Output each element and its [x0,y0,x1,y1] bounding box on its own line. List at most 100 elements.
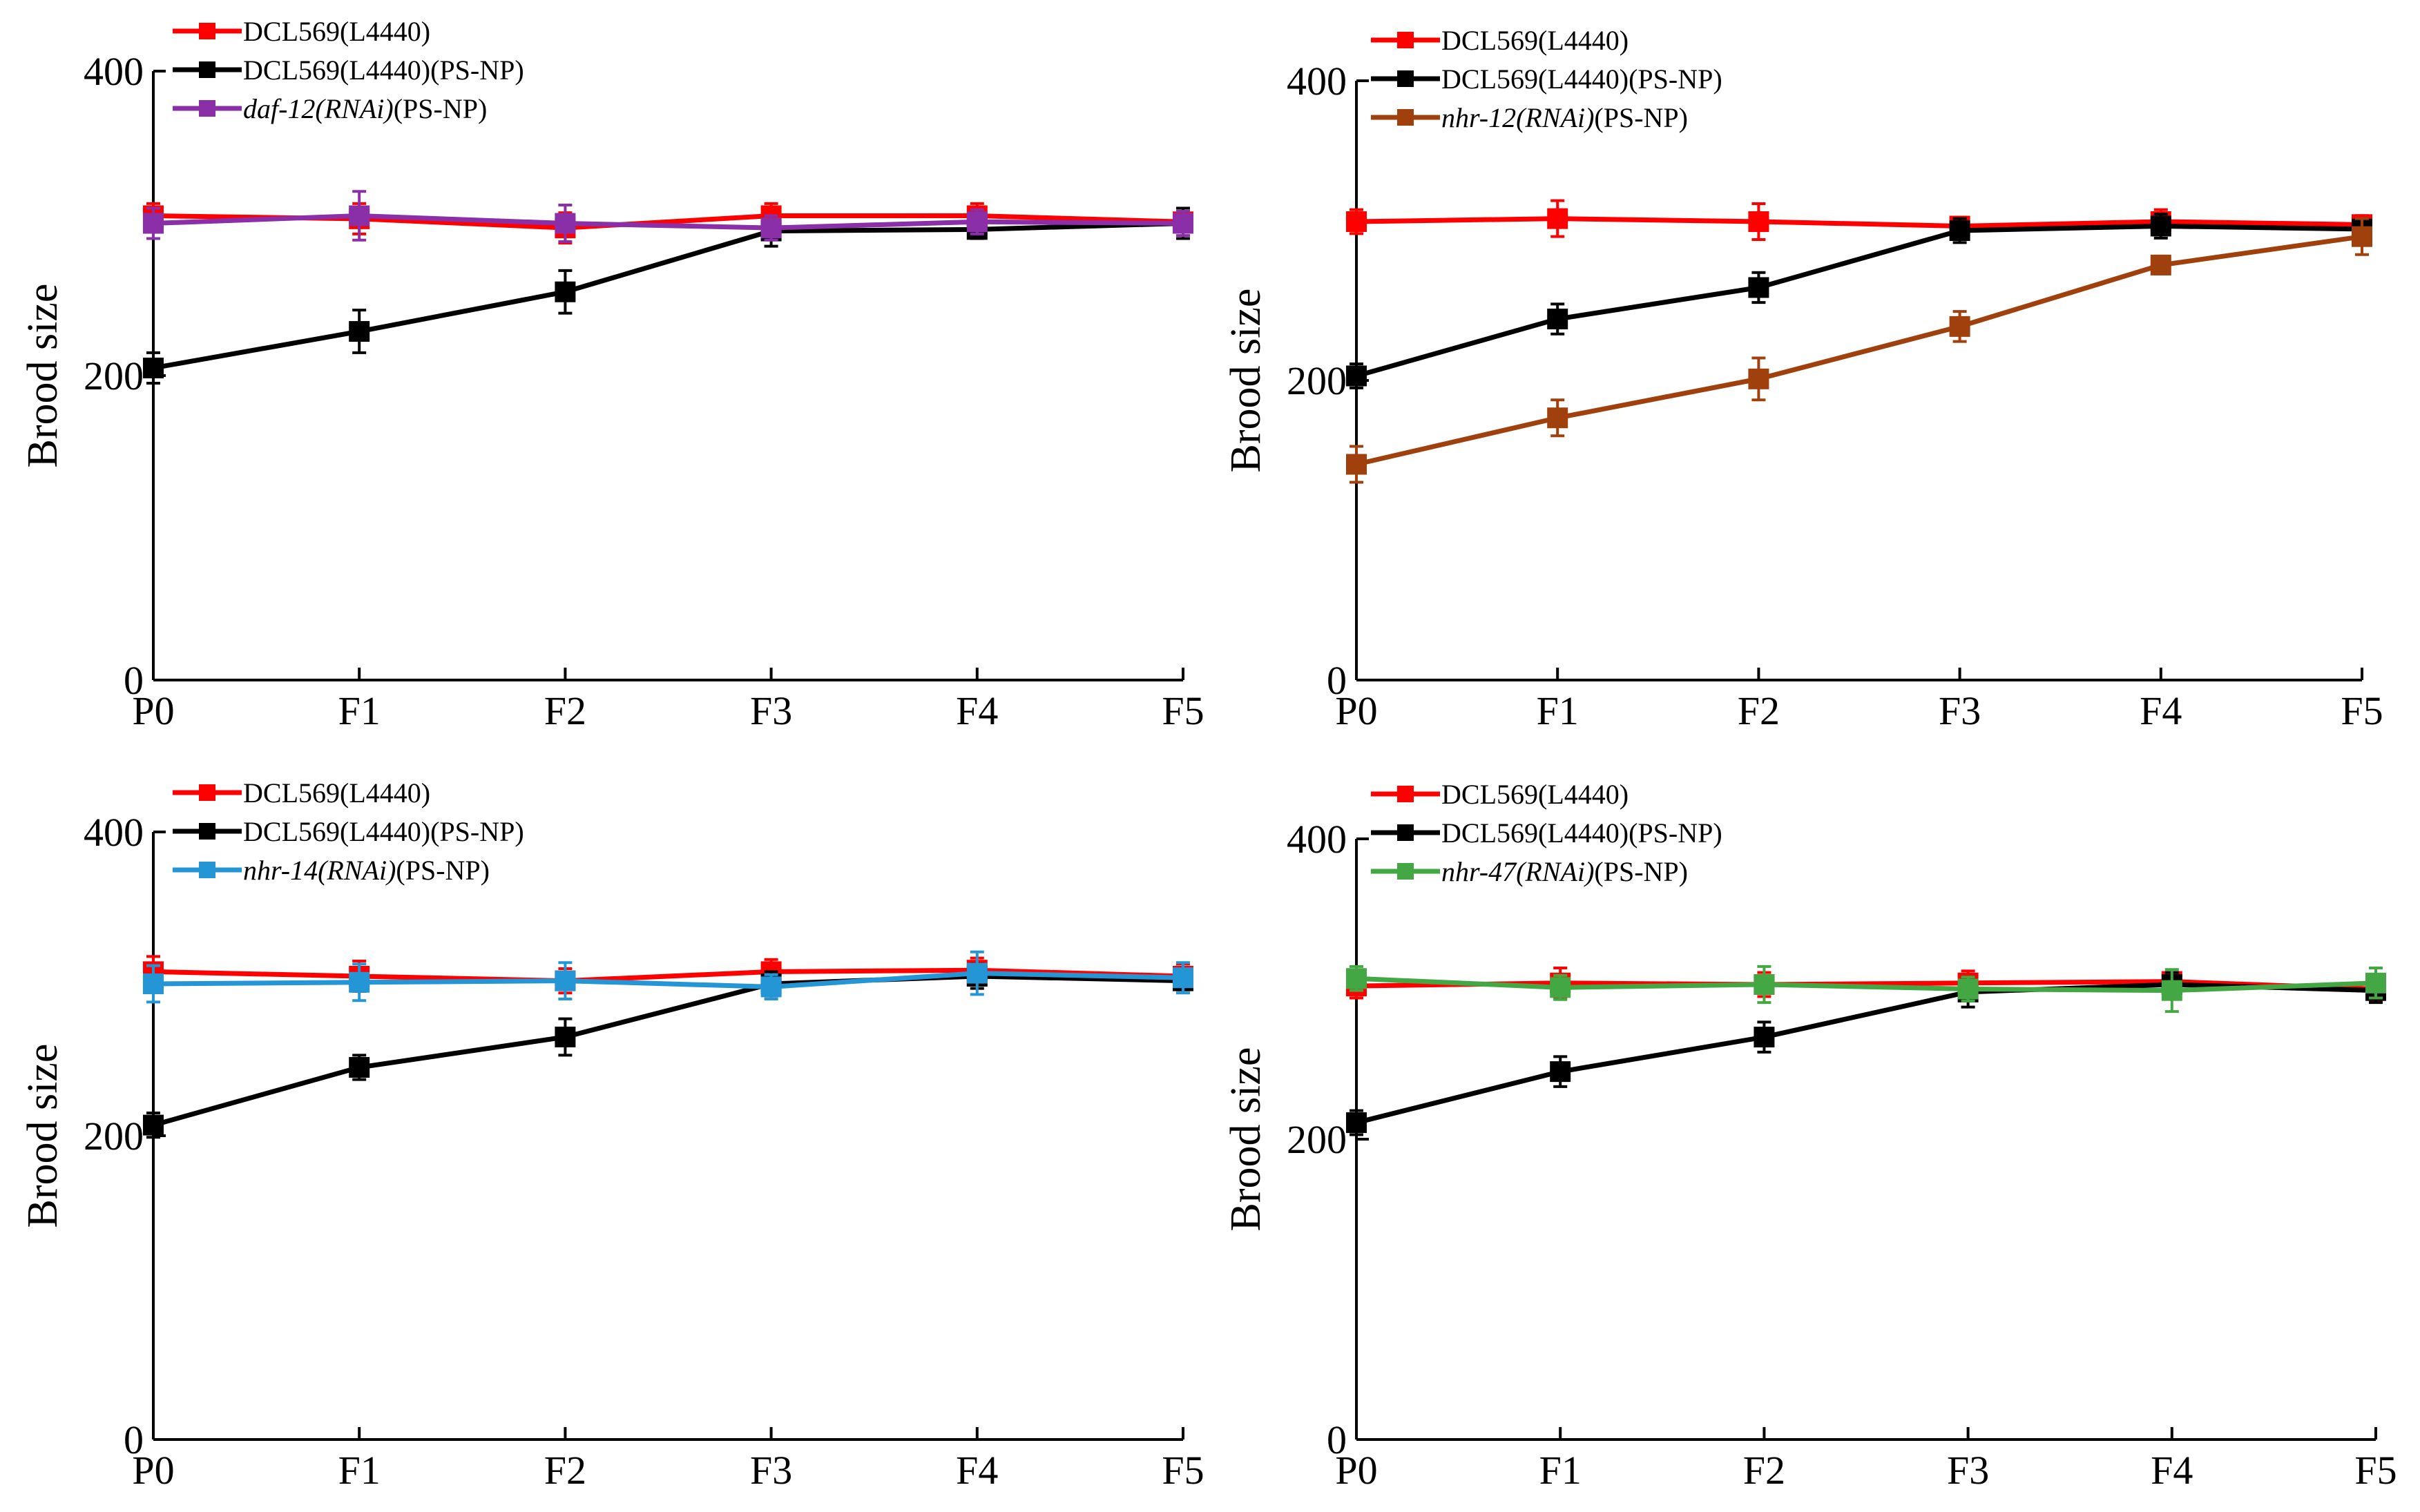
data-point [1346,211,1367,232]
x-tick-label: F1 [338,688,381,733]
data-point [143,973,164,994]
legend-label: DCL569(L4440)(PS-NP) [1441,817,1722,849]
y-tick-label: 400 [1287,817,1347,862]
series-line [153,967,1184,984]
legend-label: nhr-14(RNAi)(PS-NP) [243,855,490,886]
legend: DCL569(L4440) DCL569(L4440)(PS-NP) daf-12(… [173,16,524,124]
legend-label-text: DCL569(L4440)(PS-NP) [243,816,524,847]
data-point [1550,977,1571,998]
data-point [2150,254,2171,275]
x-tick-label: F1 [338,1448,381,1493]
legend-swatch-marker [1397,786,1414,802]
legend-label: DCL569(L4440) [1441,25,1629,56]
data-point [2365,972,2386,994]
data-point [760,976,782,998]
x-tick-label: F5 [2341,688,2383,733]
x-tick-label: F2 [544,688,586,733]
data-point [1547,208,1568,229]
x-tick-label: F4 [956,688,998,733]
legend-swatch-marker [1397,32,1414,48]
data-point [1754,973,1775,995]
data-point [555,970,576,991]
series-2 [143,962,1193,1139]
series-2 [143,206,1193,385]
legend: DCL569(L4440) DCL569(L4440)(PS-NP) nhr-14(… [173,777,524,886]
data-point [1346,365,1367,387]
x-tick-label: F3 [1947,1448,1989,1493]
y-tick-label: 200 [1287,1117,1347,1162]
y-tick-label: 400 [1287,59,1347,104]
y-tick-label: 200 [1287,358,1347,403]
series-line [153,213,1184,231]
data-point [143,357,164,378]
data-point [1949,316,1970,337]
legend-label-text: DCL569(L4440) [1441,25,1629,56]
y-tick-label: 200 [84,353,144,398]
legend-label: DCL569(L4440)(PS-NP) [243,816,524,847]
legend: DCL569(L4440) DCL569(L4440)(PS-NP) nhr-47(… [1371,779,1722,887]
legend-label-italic: nhr-12(RNAi) [1441,102,1594,133]
x-tick-label: F3 [1939,688,1981,733]
y-tick-label: 0 [124,1417,144,1462]
x-tick-label: F1 [1539,1448,1582,1493]
series-3 [143,950,1193,1004]
series-line [1356,234,2363,467]
legend-swatch-marker [1397,70,1414,87]
legend-swatch-marker [1397,109,1414,126]
data-point [555,213,576,234]
legend-swatch-marker [199,862,215,878]
series-2 [1346,213,2372,389]
y-tick-label: 0 [1327,1417,1347,1462]
data-point [966,962,988,984]
x-tick-label: F4 [2151,1448,2193,1493]
data-point [1346,454,1367,475]
legend-label-text: DCL569(L4440) [243,16,430,47]
series-2 [1346,971,2386,1136]
legend-label-text: (PS-NP) [1594,856,1688,887]
legend-item: DCL569(L4440) [173,16,430,47]
legend-label: DCL569(L4440) [243,777,430,808]
data-point [1748,211,1769,232]
x-tick-label: F5 [1162,1448,1204,1493]
legend-item: DCL569(L4440)(PS-NP) [1371,817,1722,849]
x-tick-label: F5 [2354,1448,2397,1493]
data-point [349,205,370,226]
legend-item: daf-12(RNAi)(PS-NP) [173,93,487,124]
y-tick-label: 400 [84,810,144,855]
legend-label-text: DCL569(L4440)(PS-NP) [1441,64,1722,95]
legend-item: nhr-47(RNAi)(PS-NP) [1371,856,1688,887]
legend-label: daf-12(RNAi)(PS-NP) [243,93,487,124]
x-tick-label: F2 [544,1448,586,1493]
legend-item: DCL569(L4440) [1371,779,1629,810]
data-point [760,217,782,239]
data-point [1748,277,1769,298]
x-tick-label: F3 [750,1448,792,1493]
data-point [1173,213,1193,234]
series-1 [1346,199,2372,242]
data-point [1754,1027,1775,1048]
chart-panel-1: 0 200 400 P0 F1 F2 F3 F4 F5 Brood size DCL569(L444… [19,16,1204,733]
data-point [1346,1112,1367,1134]
legend-swatch-marker [199,100,215,117]
data-point [966,211,988,233]
chart-panel-3: 0 200 400 P0 F1 F2 F3 F4 F5 Brood size DCL569(L444… [19,777,1204,1493]
legend-label: DCL569(L4440)(PS-NP) [243,55,524,86]
legend-item: DCL569(L4440)(PS-NP) [1371,64,1722,95]
series-line [153,971,1184,989]
data-point [143,213,164,234]
x-tick-label: F4 [2140,688,2182,733]
legend-label-text: DCL569(L4440)(PS-NP) [243,55,524,86]
legend-item: nhr-14(RNAi)(PS-NP) [173,855,490,886]
legend-label-text: DCL569(L4440)(PS-NP) [1441,817,1722,849]
data-point [1957,978,1979,1000]
series-3 [1346,217,2372,484]
data-point [2161,980,2182,1001]
legend-swatch-marker [1397,824,1414,841]
data-point [349,1057,370,1078]
data-point [349,971,370,993]
legend-label: DCL569(L4440)(PS-NP) [1441,64,1722,95]
y-axis-label: Brood size [1222,289,1269,473]
chart-panel-2: 0 200 400 P0 F1 F2 F3 F4 F5 Brood size DCL569(L444… [1222,25,2383,733]
legend-item: DCL569(L4440) [1371,25,1629,56]
legend-label-italic: nhr-47(RNAi) [1441,856,1594,887]
